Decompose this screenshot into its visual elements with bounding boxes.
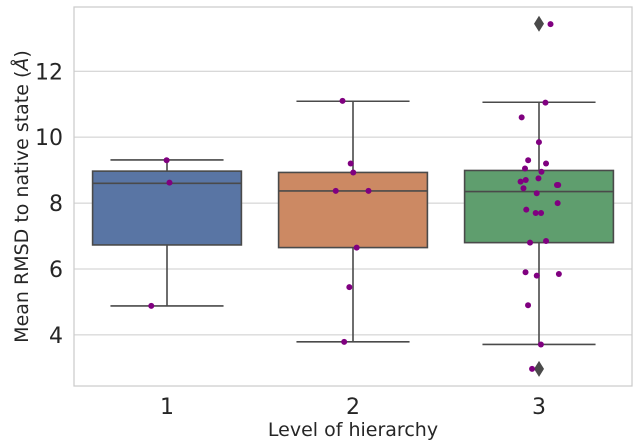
- box-body: [463, 169, 615, 244]
- y-tick-label-4: 4: [49, 324, 63, 349]
- data-point: [341, 338, 348, 345]
- y-tick-label-8: 8: [49, 192, 63, 217]
- data-point: [529, 365, 536, 372]
- y-tick-labels: 4 6 8 10 12: [35, 60, 63, 349]
- x-tick-label-1: 1: [160, 395, 174, 420]
- data-point: [347, 160, 354, 167]
- data-point: [547, 21, 554, 28]
- y-axis-title-suffix: ): [11, 50, 33, 57]
- data-point: [533, 272, 540, 279]
- data-point: [525, 157, 532, 164]
- boxes-layer: [91, 15, 615, 377]
- data-point: [523, 206, 530, 213]
- data-point: [518, 114, 525, 121]
- data-point: [535, 139, 542, 146]
- data-point: [532, 209, 539, 216]
- data-point: [166, 179, 173, 186]
- data-point: [535, 175, 542, 182]
- data-point: [350, 169, 357, 176]
- y-tick-label-12: 12: [35, 60, 63, 85]
- data-point: [543, 237, 550, 244]
- box-3: [463, 15, 615, 377]
- y-axis-title-prefix: Mean RMSD to native state (: [11, 71, 33, 343]
- plot-frame: [73, 6, 633, 387]
- data-point: [520, 185, 527, 192]
- data-point: [332, 187, 339, 194]
- data-point: [365, 187, 372, 194]
- data-point: [346, 284, 353, 291]
- data-point: [525, 302, 532, 309]
- data-point: [538, 168, 545, 175]
- data-point: [339, 97, 346, 104]
- data-point: [554, 200, 561, 207]
- data-point: [555, 181, 562, 188]
- x-tick-labels: 1 2 3: [160, 395, 546, 420]
- data-point: [522, 269, 529, 276]
- data-point: [542, 99, 549, 106]
- points-layer: [148, 21, 562, 372]
- data-point: [522, 165, 529, 172]
- data-point: [543, 160, 550, 167]
- y-axis-title: Mean RMSD to native state (Å): [10, 50, 33, 343]
- y-tick-label-6: 6: [49, 258, 63, 283]
- x-axis-title: Level of hierarchy: [268, 419, 438, 441]
- x-tick-label-3: 3: [532, 395, 546, 420]
- x-tick-label-2: 2: [346, 395, 360, 420]
- outlier-marker: [534, 15, 544, 32]
- outlier-marker: [534, 360, 544, 377]
- data-point: [163, 157, 170, 164]
- data-point: [517, 178, 524, 185]
- data-point: [538, 209, 545, 216]
- box-body: [277, 171, 429, 249]
- data-point: [353, 244, 360, 251]
- data-point: [555, 270, 562, 277]
- box-2: [277, 100, 429, 343]
- data-point: [527, 239, 534, 246]
- data-point: [533, 190, 540, 197]
- data-point: [148, 302, 155, 309]
- data-point: [537, 341, 544, 348]
- data-point: [522, 177, 529, 184]
- y-tick-label-10: 10: [35, 126, 63, 151]
- y-axis-title-unit: Å: [10, 58, 33, 73]
